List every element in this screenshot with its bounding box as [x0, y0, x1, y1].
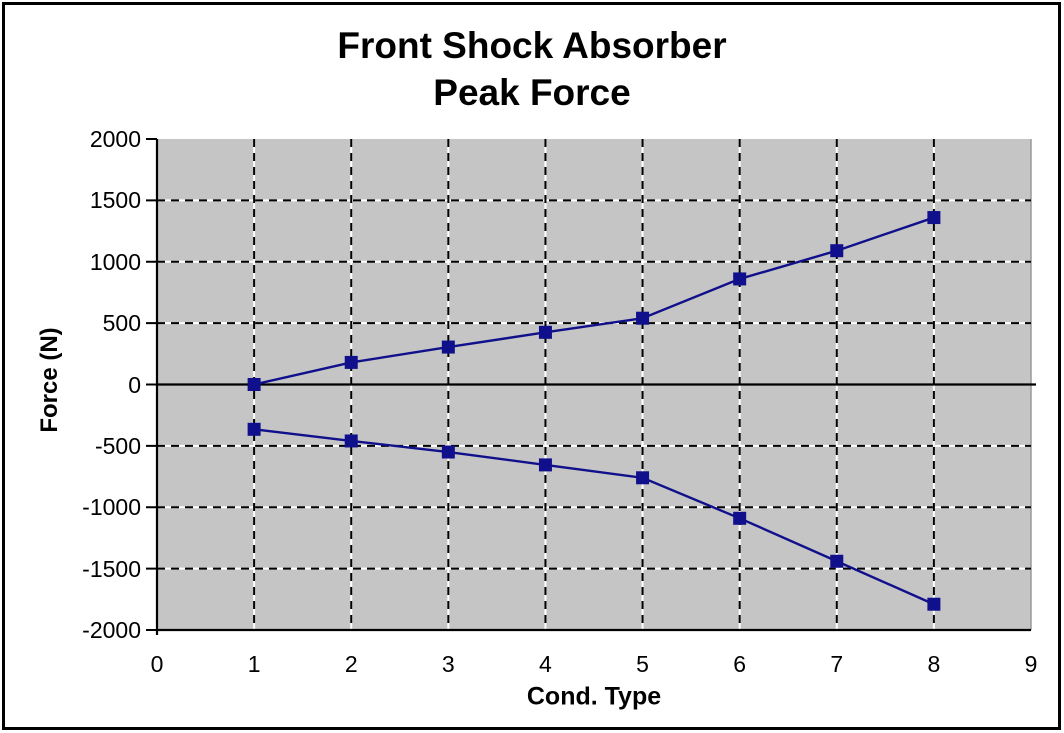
series-line-1	[253, 216, 935, 386]
y-tick-label: -2000	[82, 617, 141, 643]
chart-title-line-2: Peak Force	[433, 72, 631, 113]
x-tick-label: 4	[539, 651, 552, 677]
series-1-marker	[636, 311, 650, 325]
x-tick-label: 3	[441, 651, 455, 677]
x-tick-label: 9	[1024, 651, 1038, 677]
chart-title-line-1: Front Shock Absorber	[337, 25, 727, 66]
x-tick-label: 1	[247, 651, 261, 677]
series-1-marker	[247, 378, 261, 391]
series-1-marker	[441, 340, 455, 354]
y-tick-label: -1000	[82, 494, 141, 521]
y-tick-label: 2000	[89, 126, 141, 152]
y-tick-label: 1000	[89, 248, 141, 275]
series-2-marker	[733, 511, 747, 525]
x-tick-label: 8	[927, 651, 941, 677]
x-tick-label: 0	[150, 651, 164, 677]
x-tick-label: 2	[344, 651, 358, 677]
series-2-marker	[830, 554, 844, 568]
series-1-marker	[344, 355, 358, 369]
series-1-marker	[927, 211, 941, 225]
series-1-marker	[733, 272, 747, 286]
y-tick-label: 0	[128, 371, 141, 398]
chart-title: Front Shock Absorber Peak Force	[0, 22, 1064, 116]
y-tick-label: 500	[102, 310, 141, 337]
series-2-marker	[636, 471, 650, 485]
x-axis-title: Cond. Type	[526, 682, 662, 711]
y-tick-label: -1500	[82, 555, 141, 582]
y-axis-title: Force (N)	[36, 327, 63, 433]
y-tick-label: 1500	[89, 187, 141, 214]
series-2-marker	[344, 434, 358, 448]
series-1-marker	[830, 244, 844, 258]
series-2-marker	[927, 597, 941, 611]
series-1-marker	[538, 325, 552, 339]
series-2-marker	[247, 422, 261, 436]
x-tick-label: 7	[830, 651, 844, 677]
x-tick-label: 5	[636, 651, 649, 677]
series-2-marker	[441, 445, 455, 459]
series-2-marker	[538, 458, 552, 472]
series-line-2	[253, 428, 935, 606]
x-tick-label: 6	[733, 651, 747, 677]
y-tick-label: -500	[94, 432, 141, 459]
